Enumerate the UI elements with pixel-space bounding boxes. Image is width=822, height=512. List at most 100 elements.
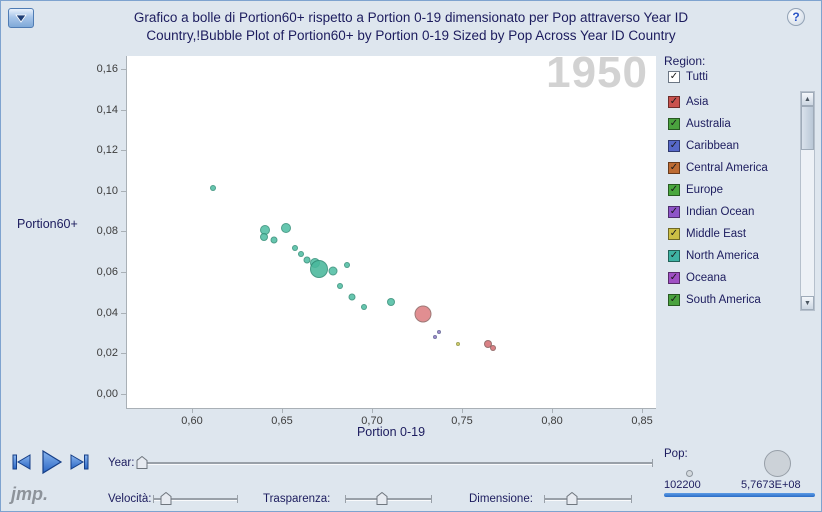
region-item-caribbean[interactable]: ✓ Caribbean bbox=[668, 135, 799, 157]
go-to-start-button[interactable] bbox=[9, 449, 33, 475]
playback-controls bbox=[9, 447, 92, 477]
region-checkbox-checked[interactable]: ✓ bbox=[668, 118, 680, 130]
region-item-central-america[interactable]: ✓ Central America bbox=[668, 157, 799, 179]
scrollbar-up-button[interactable]: ▲ bbox=[801, 92, 814, 106]
region-item-asia[interactable]: ✓ Asia bbox=[668, 91, 799, 113]
pop-min-circle bbox=[686, 470, 693, 477]
size-slider-label: Dimensione: bbox=[469, 493, 533, 505]
y-tick-mark bbox=[121, 68, 126, 70]
region-label: North America bbox=[686, 250, 759, 262]
y-axis-title: Portion60+ bbox=[17, 217, 78, 231]
help-icon[interactable]: ? bbox=[787, 8, 805, 26]
y-tick-label: 0,02 bbox=[96, 347, 118, 360]
y-tick-mark bbox=[121, 393, 126, 395]
region-label: Central America bbox=[686, 162, 768, 174]
region-item-north-america[interactable]: ✓ North America bbox=[668, 245, 799, 267]
bubble[interactable] bbox=[433, 334, 438, 339]
transparency-slider[interactable] bbox=[345, 491, 432, 506]
y-tick-label: 0,12 bbox=[96, 144, 118, 157]
region-checkbox-checked[interactable]: ✓ bbox=[668, 206, 680, 218]
x-tick-mark bbox=[191, 408, 193, 413]
y-tick-label: 0,06 bbox=[96, 266, 118, 279]
region-checkbox-checked[interactable]: ✓ bbox=[668, 228, 680, 240]
region-checkbox-checked[interactable]: ✓ bbox=[668, 250, 680, 262]
bubble[interactable] bbox=[280, 223, 291, 234]
x-tick-label: 0,80 bbox=[541, 415, 563, 427]
scrollbar-down-button[interactable]: ▼ bbox=[801, 296, 814, 310]
y-tick-mark bbox=[121, 312, 126, 314]
x-tick-label: 0,75 bbox=[451, 415, 473, 427]
region-item-indian-ocean[interactable]: ✓ Indian Ocean bbox=[668, 201, 799, 223]
x-tick-label: 0,70 bbox=[361, 415, 383, 427]
region-list-scrollbar[interactable]: ▲ ▼ bbox=[800, 91, 815, 311]
bubble[interactable] bbox=[483, 340, 492, 348]
x-tick-mark bbox=[462, 408, 464, 413]
year-slider[interactable] bbox=[136, 455, 653, 470]
jmp-logo: jmp. bbox=[11, 484, 49, 504]
size-slider-track[interactable] bbox=[544, 495, 632, 503]
region-item-all-label: Tutti bbox=[686, 71, 708, 83]
speed-slider-track[interactable] bbox=[153, 495, 238, 503]
y-tick-label: 0,00 bbox=[96, 387, 118, 400]
year-slider-track[interactable] bbox=[137, 459, 653, 467]
year-slider-label: Year: bbox=[108, 457, 135, 469]
bubble[interactable] bbox=[489, 345, 496, 352]
region-checkbox-checked[interactable]: ✓ bbox=[668, 96, 680, 108]
region-panel-title: Region: bbox=[664, 54, 706, 68]
bubble[interactable] bbox=[456, 342, 461, 346]
region-label: Indian Ocean bbox=[686, 206, 755, 218]
bubble[interactable] bbox=[414, 305, 432, 323]
scrollbar-thumb[interactable] bbox=[801, 106, 814, 150]
report-title-line1: Grafico a bolle di Portion60+ rispetto a… bbox=[133, 10, 689, 25]
bubble[interactable] bbox=[348, 293, 356, 301]
speed-slider-thumb[interactable] bbox=[160, 491, 172, 510]
pop-size-slider[interactable] bbox=[664, 493, 815, 497]
speed-slider-label: Velocità: bbox=[108, 493, 152, 505]
y-tick-label: 0,08 bbox=[96, 225, 118, 238]
pop-min-value: 102200 bbox=[664, 479, 701, 491]
region-checkbox-checked[interactable]: ✓ bbox=[668, 162, 680, 174]
x-tick-mark bbox=[282, 408, 283, 413]
checkbox-all-checked[interactable]: ✓ bbox=[668, 71, 680, 83]
region-item-middle-east[interactable]: ✓ Middle East bbox=[668, 223, 799, 245]
region-item-oceana[interactable]: ✓ Oceana bbox=[668, 267, 799, 289]
bubble[interactable] bbox=[291, 244, 298, 251]
y-tick-label: 0,04 bbox=[96, 306, 118, 319]
year-slider-thumb[interactable] bbox=[136, 455, 148, 474]
region-item-australia[interactable]: ✓ Australia bbox=[668, 113, 799, 135]
region-item-south-america[interactable]: ✓ South America bbox=[668, 289, 799, 311]
bubble[interactable] bbox=[310, 260, 329, 279]
transparency-slider-thumb[interactable] bbox=[376, 491, 388, 510]
play-button[interactable] bbox=[36, 447, 65, 477]
bubble[interactable] bbox=[210, 185, 217, 192]
size-slider-thumb[interactable] bbox=[566, 491, 578, 510]
bubble[interactable] bbox=[270, 236, 278, 244]
bubble[interactable] bbox=[336, 282, 343, 289]
x-tick-label: 0,85 bbox=[631, 415, 653, 427]
bubble[interactable] bbox=[436, 330, 441, 335]
report-title: Grafico a bolle di Portion60+ rispetto a… bbox=[41, 9, 781, 45]
bubble[interactable] bbox=[260, 232, 268, 241]
region-checkbox-checked[interactable]: ✓ bbox=[668, 140, 680, 152]
transparency-slider-track[interactable] bbox=[345, 495, 432, 503]
region-list: ✓ Asia ✓ Australia ✓ Caribbean ✓ Central Americ… bbox=[668, 91, 799, 311]
region-checkbox-checked[interactable]: ✓ bbox=[668, 272, 680, 284]
region-item-all[interactable]: ✓ Tutti bbox=[668, 71, 708, 83]
region-checkbox-checked[interactable]: ✓ bbox=[668, 184, 680, 196]
size-slider[interactable] bbox=[544, 491, 632, 506]
region-item-europe[interactable]: ✓ Europe bbox=[668, 179, 799, 201]
region-checkbox-checked[interactable]: ✓ bbox=[668, 294, 680, 306]
bubble[interactable] bbox=[387, 297, 396, 306]
bubble[interactable] bbox=[361, 304, 368, 311]
region-label: South America bbox=[686, 294, 761, 306]
bubble[interactable] bbox=[298, 251, 305, 258]
step-forward-button[interactable] bbox=[68, 449, 92, 475]
bubble[interactable] bbox=[343, 261, 350, 268]
speed-slider[interactable] bbox=[153, 491, 238, 506]
y-tick-mark bbox=[121, 109, 126, 111]
disclosure-button[interactable] bbox=[8, 8, 34, 28]
bubble[interactable] bbox=[328, 266, 338, 276]
x-tick-label: 0,65 bbox=[271, 415, 293, 427]
plot-area[interactable]: 1950 0,00 0,02 0,04 0,06 0,08 0,10 0,12 0,14 0,1… bbox=[97, 48, 656, 427]
